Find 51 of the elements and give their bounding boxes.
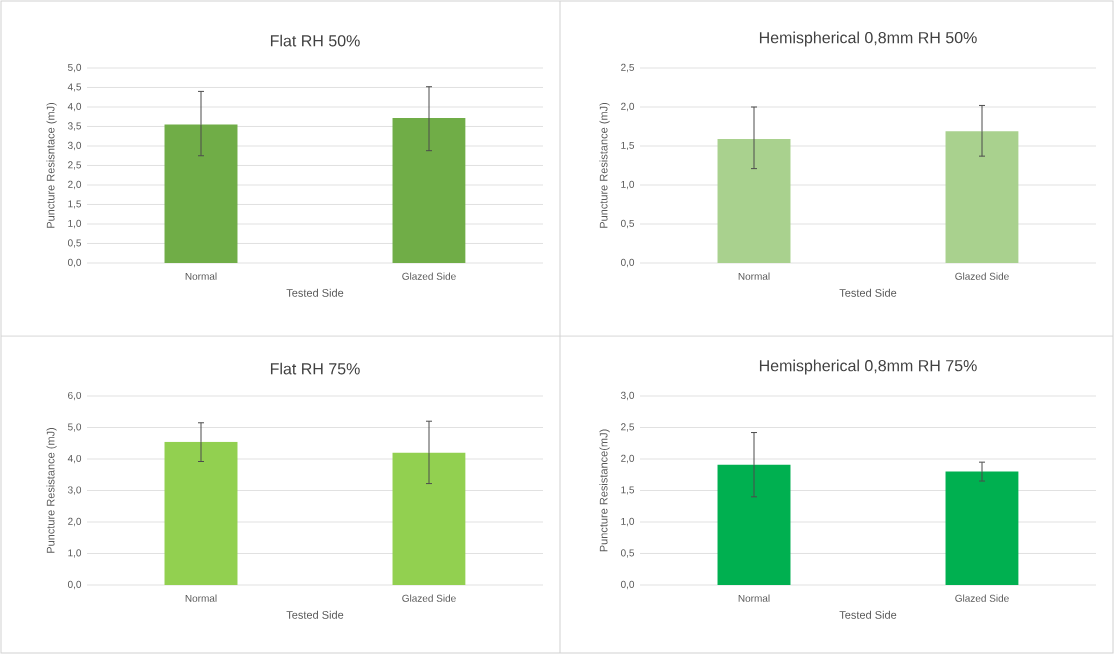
x-tick-label: Normal [738, 594, 770, 602]
y-tick-label: 0,0 [67, 580, 82, 590]
y-tick-label: 1,5 [68, 200, 82, 209]
y-axis-title: Puncture Resistance(mJ) [599, 429, 610, 552]
y-tick-label: 2,5 [621, 423, 635, 432]
y-tick-label: 5,0 [67, 63, 82, 73]
y-tick-label: 1,5 [621, 486, 635, 495]
x-axis-title: Tested Side [286, 610, 344, 619]
y-tick-label: 4,0 [67, 454, 82, 464]
y-tick-label: 3,0 [620, 391, 635, 401]
chart-title: Flat RH 75% [270, 362, 360, 375]
y-tick-label: 0,5 [67, 239, 82, 248]
y-tick-label: 6,0 [68, 391, 82, 401]
y-tick-label: 1,0 [68, 549, 82, 558]
y-tick-label: 5,0 [67, 423, 82, 432]
y-tick-label: 2,0 [621, 454, 635, 464]
x-axis-title: Tested Side [286, 288, 344, 297]
y-tick-label: 2,0 [621, 102, 635, 112]
x-tick-label: Normal [185, 594, 217, 602]
x-tick-label: Normal [738, 272, 770, 280]
chart-title: Hemispherical 0,8mm RH 50% [759, 31, 977, 47]
y-tick-label: 0,0 [67, 258, 82, 268]
x-tick-label: Glazed Side [402, 594, 456, 602]
x-tick-label: Normal [185, 272, 217, 280]
y-tick-label: 4,0 [67, 102, 82, 112]
y-tick-label: 1,5 [621, 141, 635, 151]
x-axis-title: Tested Side [839, 288, 897, 297]
y-axis-title: Puncture Resisntace (mJ) [46, 102, 57, 228]
y-tick-label: 3,0 [67, 141, 82, 151]
y-axis-title: Puncture Resistance (mJ) [46, 427, 57, 553]
y-tick-label: 2,0 [68, 180, 82, 190]
y-tick-label: 4,5 [67, 83, 82, 92]
y-tick-label: 3,5 [67, 122, 82, 131]
y-tick-label: 1,0 [621, 180, 635, 190]
y-tick-label: 0,0 [620, 580, 635, 590]
y-tick-label: 1,0 [68, 219, 82, 229]
y-tick-label: 0,0 [620, 258, 635, 268]
y-axis-title: Puncture Resistance (mJ) [599, 102, 610, 228]
x-tick-label: Glazed Side [955, 272, 1009, 280]
y-tick-label: 2,5 [68, 161, 82, 170]
chart-title: Hemispherical 0,8mm RH 75% [759, 359, 977, 375]
y-tick-label: 1,0 [621, 517, 635, 527]
x-axis-title: Tested Side [839, 610, 897, 619]
y-tick-label: 0,5 [620, 549, 635, 558]
y-tick-label: 2,5 [621, 63, 635, 73]
x-tick-label: Glazed Side [402, 272, 456, 280]
y-tick-label: 0,5 [620, 219, 635, 229]
x-tick-label: Glazed Side [955, 594, 1009, 602]
y-tick-label: 2,0 [68, 517, 82, 527]
y-tick-label: 3,0 [67, 486, 82, 495]
chart-title: Flat RH 50% [270, 34, 360, 47]
